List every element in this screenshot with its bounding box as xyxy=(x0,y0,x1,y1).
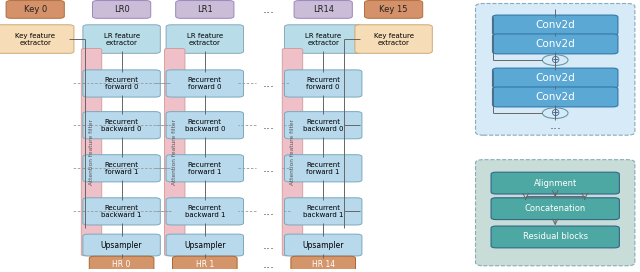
FancyBboxPatch shape xyxy=(83,112,160,139)
FancyBboxPatch shape xyxy=(166,234,244,256)
Text: ...: ... xyxy=(263,239,275,252)
Circle shape xyxy=(543,108,568,119)
FancyBboxPatch shape xyxy=(285,234,362,256)
FancyBboxPatch shape xyxy=(173,256,237,272)
Text: LR feature
extractor: LR feature extractor xyxy=(187,33,223,45)
Text: Recurrent
forward 0: Recurrent forward 0 xyxy=(104,77,139,90)
FancyBboxPatch shape xyxy=(166,198,244,225)
Text: Recurrent
forward 0: Recurrent forward 0 xyxy=(306,77,340,90)
FancyBboxPatch shape xyxy=(166,25,244,53)
Text: Recurrent
forward 0: Recurrent forward 0 xyxy=(188,77,222,90)
Text: HR 14: HR 14 xyxy=(312,260,335,269)
Text: ...: ... xyxy=(263,162,275,175)
FancyBboxPatch shape xyxy=(493,87,618,107)
Text: ⊕: ⊕ xyxy=(550,108,560,118)
Text: ...: ... xyxy=(549,119,561,132)
Text: Attention feature filter: Attention feature filter xyxy=(89,119,94,185)
Text: Recurrent
forward 1: Recurrent forward 1 xyxy=(306,162,340,175)
Circle shape xyxy=(543,55,568,66)
Text: LR0: LR0 xyxy=(114,5,129,14)
FancyBboxPatch shape xyxy=(285,155,362,182)
FancyBboxPatch shape xyxy=(491,198,620,220)
Text: Recurrent
backward 0: Recurrent backward 0 xyxy=(303,119,344,132)
Text: Attention feature filter: Attention feature filter xyxy=(290,119,295,185)
FancyBboxPatch shape xyxy=(166,112,244,139)
FancyBboxPatch shape xyxy=(83,155,160,182)
Text: ...: ... xyxy=(263,205,275,218)
Text: Recurrent
backward 1: Recurrent backward 1 xyxy=(184,205,225,218)
Text: ...: ... xyxy=(263,119,275,132)
FancyBboxPatch shape xyxy=(493,15,618,35)
FancyBboxPatch shape xyxy=(83,70,160,97)
Text: ⊕: ⊕ xyxy=(550,55,560,65)
Text: Recurrent
forward 1: Recurrent forward 1 xyxy=(188,162,222,175)
Text: Conv2d: Conv2d xyxy=(535,92,575,102)
Text: Upsampler: Upsampler xyxy=(101,240,142,249)
Text: Key feature
extractor: Key feature extractor xyxy=(15,33,55,45)
Text: ...: ... xyxy=(263,3,275,16)
Text: LR1: LR1 xyxy=(197,5,212,14)
Text: LR14: LR14 xyxy=(313,5,333,14)
FancyBboxPatch shape xyxy=(285,25,362,53)
FancyBboxPatch shape xyxy=(285,70,362,97)
Text: Recurrent
backward 1: Recurrent backward 1 xyxy=(303,205,344,218)
FancyBboxPatch shape xyxy=(476,160,635,266)
FancyBboxPatch shape xyxy=(294,1,352,18)
FancyBboxPatch shape xyxy=(0,25,74,53)
Text: Conv2d: Conv2d xyxy=(535,39,575,49)
FancyBboxPatch shape xyxy=(6,1,65,18)
Text: Key feature
extractor: Key feature extractor xyxy=(374,33,413,45)
Text: ...: ... xyxy=(263,77,275,90)
Text: Key 0: Key 0 xyxy=(24,5,47,14)
Text: ...: ... xyxy=(263,258,275,271)
FancyBboxPatch shape xyxy=(476,4,635,135)
FancyBboxPatch shape xyxy=(493,68,618,88)
FancyBboxPatch shape xyxy=(83,25,160,53)
FancyBboxPatch shape xyxy=(285,198,362,225)
FancyBboxPatch shape xyxy=(355,25,433,53)
FancyBboxPatch shape xyxy=(285,112,362,139)
Text: HR 1: HR 1 xyxy=(196,260,214,269)
FancyBboxPatch shape xyxy=(493,34,618,54)
Text: Concatenation: Concatenation xyxy=(525,204,586,213)
FancyBboxPatch shape xyxy=(491,172,620,194)
FancyBboxPatch shape xyxy=(282,48,303,256)
FancyBboxPatch shape xyxy=(83,234,160,256)
Text: Recurrent
forward 1: Recurrent forward 1 xyxy=(104,162,139,175)
Text: Recurrent
backward 0: Recurrent backward 0 xyxy=(184,119,225,132)
Text: Upsampler: Upsampler xyxy=(303,240,344,249)
FancyBboxPatch shape xyxy=(175,1,234,18)
FancyBboxPatch shape xyxy=(92,1,151,18)
Text: Conv2d: Conv2d xyxy=(535,20,575,30)
FancyBboxPatch shape xyxy=(89,256,154,272)
FancyBboxPatch shape xyxy=(291,256,356,272)
Text: Residual blocks: Residual blocks xyxy=(523,233,588,242)
FancyBboxPatch shape xyxy=(83,198,160,225)
FancyBboxPatch shape xyxy=(365,1,422,18)
Text: LR feature
extractor: LR feature extractor xyxy=(104,33,140,45)
FancyBboxPatch shape xyxy=(166,70,244,97)
FancyBboxPatch shape xyxy=(491,226,620,248)
Text: Recurrent
backward 1: Recurrent backward 1 xyxy=(101,205,142,218)
Text: HR 0: HR 0 xyxy=(113,260,131,269)
Text: Recurrent
backward 0: Recurrent backward 0 xyxy=(101,119,142,132)
FancyBboxPatch shape xyxy=(81,48,102,256)
Text: Alignment: Alignment xyxy=(534,179,577,188)
Text: Key 15: Key 15 xyxy=(380,5,408,14)
Text: Conv2d: Conv2d xyxy=(535,73,575,83)
Text: Upsampler: Upsampler xyxy=(184,240,225,249)
Text: Attention feature filter: Attention feature filter xyxy=(172,119,177,185)
Text: LR feature
extractor: LR feature extractor xyxy=(305,33,341,45)
FancyBboxPatch shape xyxy=(164,48,185,256)
FancyBboxPatch shape xyxy=(166,155,244,182)
